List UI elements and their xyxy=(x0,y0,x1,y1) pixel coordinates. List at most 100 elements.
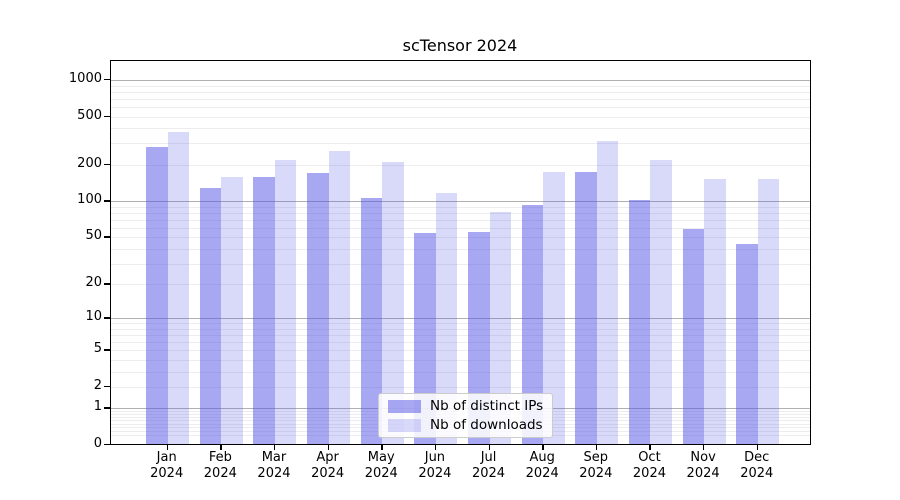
y-tick-mark xyxy=(104,444,110,446)
bar-distinct-ips-jun xyxy=(414,233,436,444)
y-tick-mark xyxy=(104,349,110,351)
bar-distinct-ips-dec xyxy=(736,243,758,444)
minor-gridline xyxy=(111,263,810,265)
x-tick-month: Feb xyxy=(208,450,232,465)
x-tick-month: Jan xyxy=(156,450,177,465)
bar-downloads-feb xyxy=(221,176,243,444)
minor-gridline xyxy=(111,328,810,330)
minor-gridline xyxy=(111,91,810,93)
bar-distinct-ips-mar xyxy=(253,176,275,444)
minor-gridline xyxy=(111,342,810,344)
x-tick-year: 2024 xyxy=(686,466,720,481)
x-tick-label: Apr 2024 xyxy=(301,450,355,482)
legend-item-downloads: Nb of downloads xyxy=(388,417,543,433)
x-tick-label: Jun 2024 xyxy=(408,450,462,482)
legend-item-distinct-ips: Nb of distinct IPs xyxy=(388,398,543,414)
minor-gridline xyxy=(111,164,810,166)
minor-gridline xyxy=(111,219,810,221)
minor-gridline xyxy=(111,106,810,108)
minor-gridline xyxy=(111,143,810,145)
y-tick-mark xyxy=(104,385,110,388)
x-tick-label: Feb 2024 xyxy=(193,450,247,482)
x-tick-year: 2024 xyxy=(471,466,506,481)
x-tick-mark xyxy=(649,445,651,450)
x-tick-year: 2024 xyxy=(418,466,452,481)
bar-downloads-mar xyxy=(274,159,297,444)
bar-distinct-ips-nov xyxy=(682,228,705,444)
bar-distinct-ips-sep xyxy=(575,172,597,444)
x-tick-year: 2024 xyxy=(203,466,237,481)
y-tick-label: 200 xyxy=(77,155,102,171)
y-tick-label: 100 xyxy=(77,192,102,208)
x-tick-year: 2024 xyxy=(579,466,613,481)
y-tick-mark xyxy=(104,200,110,202)
x-tick-month: Dec xyxy=(744,450,770,465)
minor-gridline xyxy=(111,128,810,130)
x-tick-mark xyxy=(703,445,705,450)
bar-distinct-ips-oct xyxy=(628,199,651,444)
x-tick-year: 2024 xyxy=(150,466,184,481)
x-tick-mark xyxy=(166,445,169,450)
y-tick-label: 1 xyxy=(93,399,102,415)
y-tick-label: 20 xyxy=(85,275,102,291)
x-tick-month: Jun xyxy=(424,450,446,465)
chart-title: scTensor 2024 xyxy=(402,36,518,55)
x-tick-mark xyxy=(542,445,544,450)
x-tick-label: Oct 2024 xyxy=(622,450,676,482)
bar-downloads-oct xyxy=(650,159,672,444)
minor-gridline xyxy=(111,212,810,214)
x-tick-year: 2024 xyxy=(311,466,345,481)
y-tick-label: 1000 xyxy=(68,70,102,86)
x-tick-label: Jul 2024 xyxy=(462,450,516,482)
bar-distinct-ips-feb xyxy=(199,188,222,444)
x-tick-month: Mar xyxy=(261,450,287,465)
minor-gridline xyxy=(111,98,810,100)
legend-swatch-distinct-ips xyxy=(388,399,421,413)
bar-downloads-nov xyxy=(704,178,726,444)
y-tick-mark xyxy=(104,283,110,285)
x-tick-label: Sep 2024 xyxy=(569,450,623,482)
x-tick-year: 2024 xyxy=(632,466,666,481)
x-tick-label: Nov 2024 xyxy=(676,450,730,482)
y-tick-mark xyxy=(104,163,110,166)
minor-gridline xyxy=(111,386,810,388)
x-tick-mark xyxy=(327,445,329,450)
minor-gridline xyxy=(111,323,810,325)
y-tick-mark xyxy=(104,236,110,238)
x-tick-month: May xyxy=(367,450,395,465)
x-tick-month: Nov xyxy=(690,450,716,465)
x-tick-mark xyxy=(488,445,490,450)
bar-downloads-jan xyxy=(167,132,190,444)
x-tick-mark xyxy=(756,445,759,450)
bar-downloads-dec xyxy=(757,178,780,444)
x-tick-mark xyxy=(434,445,437,450)
y-tick-mark xyxy=(104,115,110,117)
x-tick-label: May 2024 xyxy=(354,450,408,482)
y-tick-label: 0 xyxy=(93,436,102,451)
minor-gridline xyxy=(111,371,810,373)
legend-swatch-downloads xyxy=(388,418,421,432)
minor-gridline xyxy=(111,284,810,286)
x-tick-month: Aug xyxy=(529,450,555,465)
minor-gridline xyxy=(111,350,810,352)
bar-downloads-jun xyxy=(435,193,458,444)
bar-downloads-jul xyxy=(489,211,512,444)
legend-label-distinct-ips: Nb of distinct IPs xyxy=(430,398,544,414)
bar-downloads-may xyxy=(382,161,404,444)
x-tick-month: Oct xyxy=(638,450,661,465)
y-tick-mark xyxy=(104,317,110,319)
minor-gridline xyxy=(111,335,810,337)
bar-distinct-ips-may xyxy=(360,197,383,444)
legend-label-downloads: Nb of downloads xyxy=(430,417,543,433)
x-tick-year: 2024 xyxy=(525,466,559,481)
plot-area xyxy=(110,60,811,445)
y-tick-label: 500 xyxy=(77,107,102,123)
y-tick-mark xyxy=(104,78,110,81)
y-tick-mark xyxy=(104,407,110,409)
x-tick-mark xyxy=(220,445,222,450)
x-tick-label: Jan 2024 xyxy=(140,450,194,482)
bar-downloads-aug xyxy=(543,172,565,444)
x-tick-label: Aug 2024 xyxy=(515,450,569,482)
bar-downloads-sep xyxy=(596,140,619,444)
